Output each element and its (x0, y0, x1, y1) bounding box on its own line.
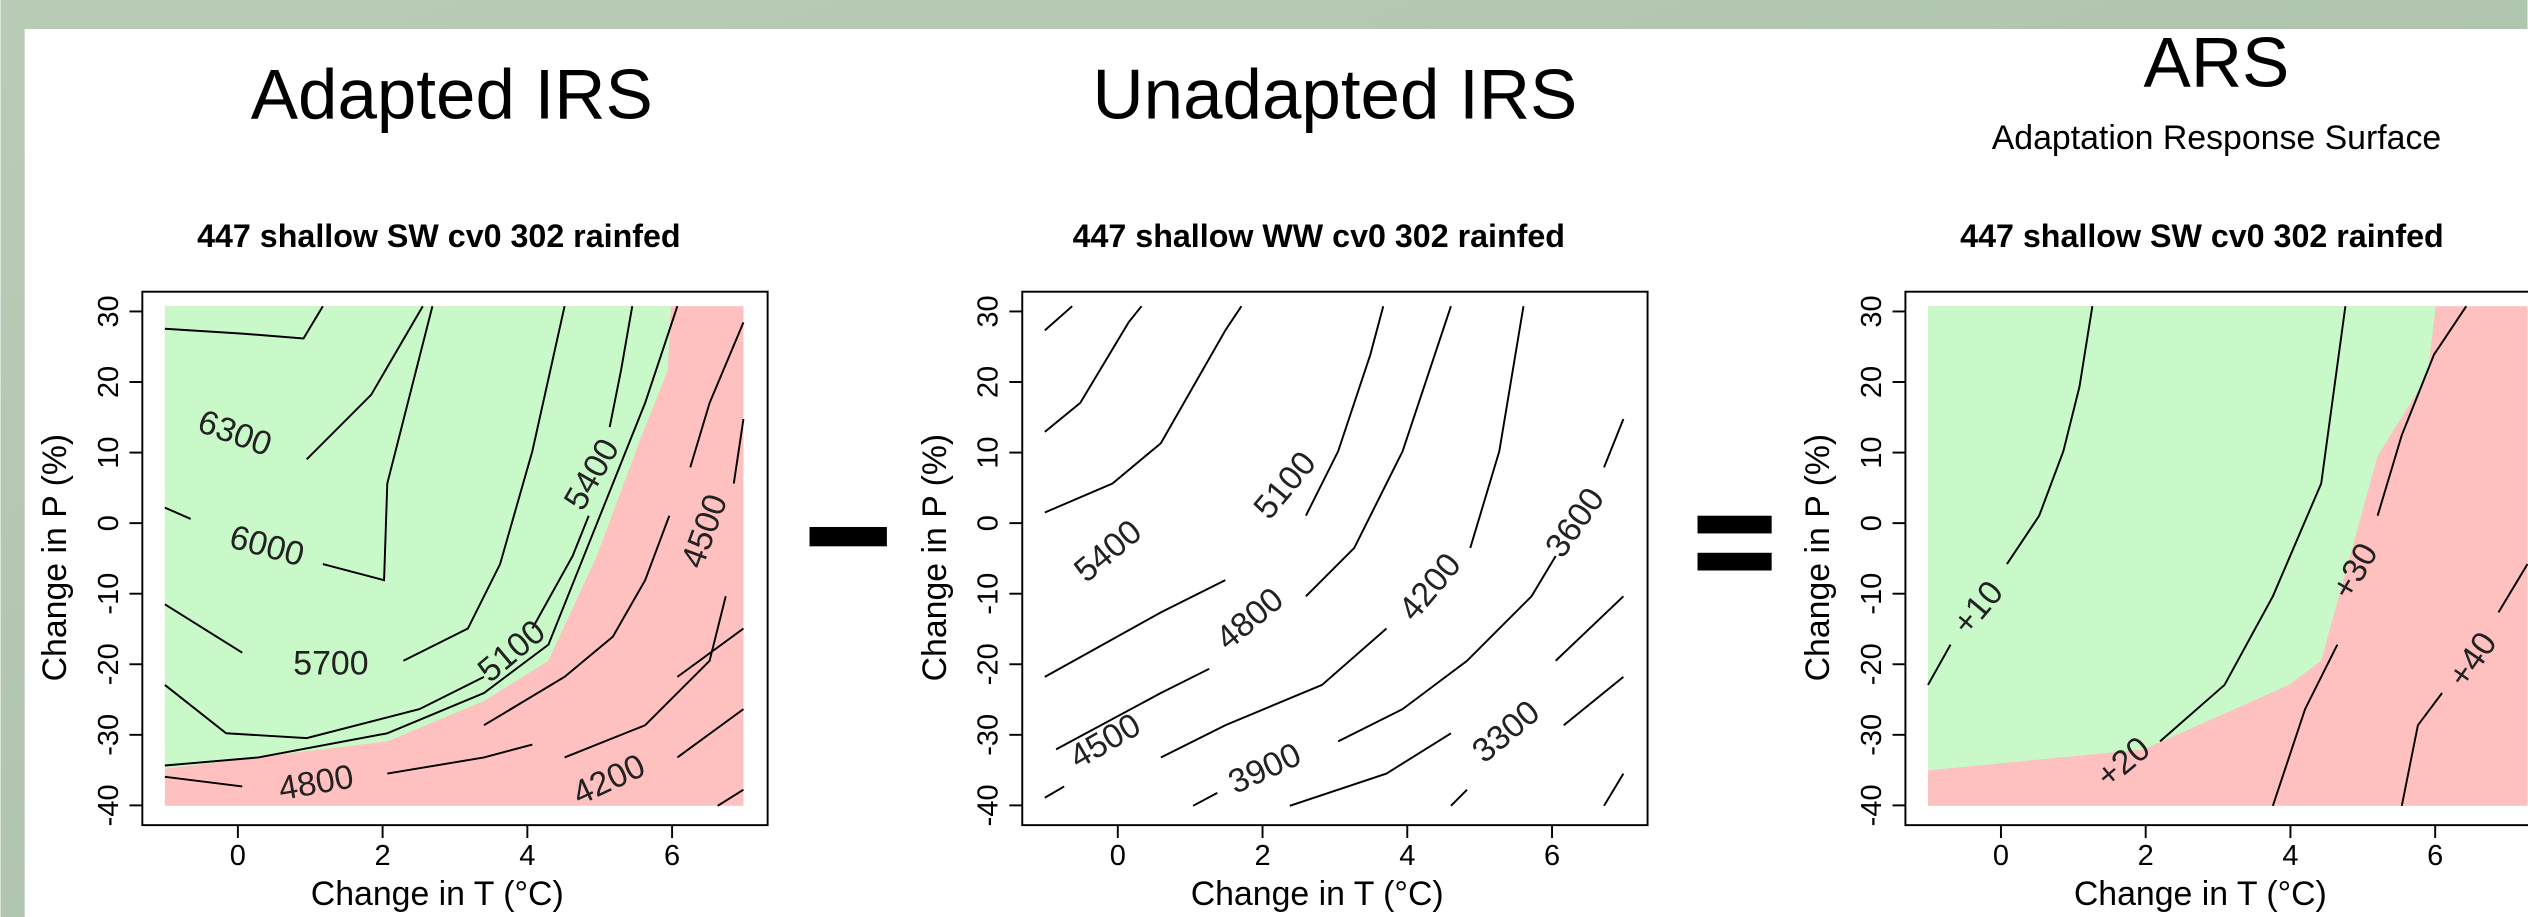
green-region (1927, 306, 2436, 771)
x-tick-label: 2 (2138, 840, 2154, 872)
y-tick-label: -30 (1856, 714, 1888, 756)
panel-3-surface (1927, 305, 2528, 807)
y-tick-label: -20 (1856, 643, 1888, 685)
panel-title: 447 shallow SW cv0 302 rainfed (197, 218, 681, 254)
plot-frame (141, 290, 769, 827)
panel-title: 447 shallow WW cv0 302 rainfed (1073, 218, 1565, 254)
y-tick-label: -40 (93, 784, 125, 826)
y-tick-label: -10 (973, 573, 1005, 615)
x-tick-label: 2 (375, 840, 391, 872)
x-axis-label: Change in T (°C) (2074, 875, 2327, 913)
y-tick-label: 0 (1856, 515, 1888, 531)
y-tick-label: 30 (93, 295, 125, 327)
y-tick-label: 0 (973, 515, 1005, 531)
x-axis-label: Change in T (°C) (1191, 875, 1444, 913)
green-region (164, 306, 671, 769)
panel-1-surface (164, 305, 745, 807)
y-tick-label: 30 (1856, 295, 1888, 327)
header-left: Adapted IRS (251, 56, 653, 135)
y-axis-label: Change in P (%) (36, 434, 74, 682)
y-tick-label: 10 (973, 436, 1005, 468)
x-tick-label: 4 (2282, 840, 2298, 872)
minus-sign (809, 526, 887, 547)
contour-line (164, 305, 745, 807)
header-middle: Unadapted IRS (1092, 56, 1577, 135)
y-tick-label: -30 (973, 714, 1005, 756)
equals-sign (1697, 552, 1772, 571)
y-tick-label: -20 (93, 643, 125, 685)
panel-2-surface (1044, 305, 1625, 807)
x-tick-label: 2 (1254, 840, 1270, 872)
contour-label: 5700 (293, 645, 368, 683)
y-tick-label: 20 (1856, 366, 1888, 398)
y-tick-label: -20 (973, 643, 1005, 685)
y-tick-label: 10 (93, 436, 125, 468)
y-tick-label: 30 (973, 295, 1005, 327)
contour-line (1927, 305, 2528, 807)
plot-frame (1904, 290, 2528, 827)
header-right: ARS (2144, 23, 2290, 102)
x-tick-label: 6 (2427, 840, 2443, 872)
y-tick-label: -40 (973, 784, 1005, 826)
y-tick-label: 20 (973, 366, 1005, 398)
y-axis-label: Change in P (%) (1799, 434, 1837, 682)
y-tick-label: -40 (1856, 784, 1888, 826)
y-tick-label: -10 (93, 573, 125, 615)
x-tick-label: 0 (1993, 840, 2009, 872)
y-tick-label: -10 (1856, 573, 1888, 615)
x-tick-label: 4 (1399, 840, 1415, 872)
x-tick-label: 6 (1544, 840, 1560, 872)
equals-sign (1697, 515, 1772, 534)
x-tick-label: 6 (664, 840, 680, 872)
plot-frame (1021, 290, 1649, 827)
y-axis-label: Change in P (%) (916, 434, 954, 682)
y-tick-label: -30 (93, 714, 125, 756)
x-axis-label: Change in T (°C) (311, 875, 564, 913)
x-tick-label: 4 (519, 840, 535, 872)
panel-title: 447 shallow SW cv0 302 rainfed (1960, 218, 2444, 254)
y-tick-label: 10 (1856, 436, 1888, 468)
x-tick-label: 0 (230, 840, 246, 872)
y-tick-label: 0 (93, 515, 125, 531)
x-tick-label: 0 (1110, 840, 1126, 872)
y-tick-label: 20 (93, 366, 125, 398)
header-right-subtitle: Adaptation Response Surface (1992, 119, 2441, 157)
contour-line (1044, 305, 1625, 807)
